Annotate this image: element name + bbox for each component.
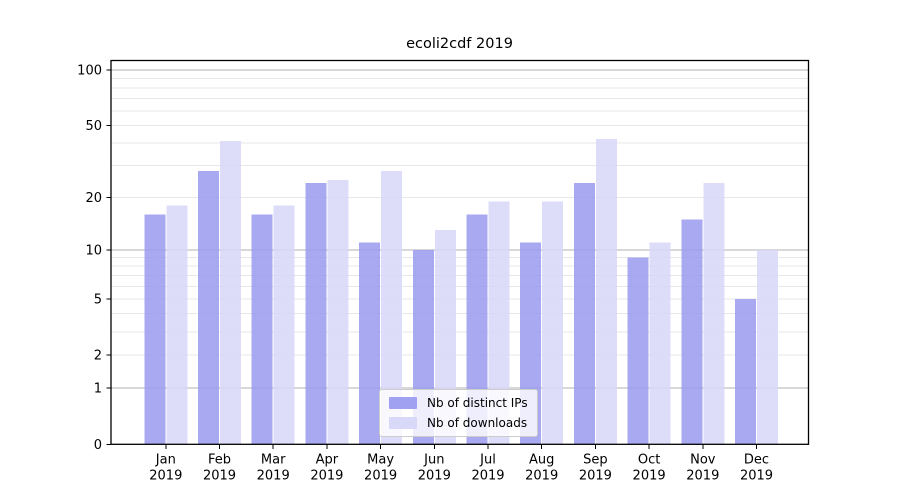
x-tick-label-year: 2019 bbox=[525, 468, 558, 483]
x-tick-label-year: 2019 bbox=[203, 468, 236, 483]
x-tick-label-year: 2019 bbox=[686, 468, 719, 483]
bar-dec-ips bbox=[735, 298, 756, 445]
bar-feb-ips bbox=[198, 171, 219, 445]
bar-dec-downloads bbox=[757, 249, 778, 445]
bar-apr-downloads bbox=[327, 179, 349, 445]
x-tick-label-year: 2019 bbox=[364, 468, 397, 483]
bar-sep-ips bbox=[573, 183, 595, 445]
y-tick-label: 0 bbox=[94, 438, 102, 453]
x-tick-label-month: Mar bbox=[261, 452, 286, 467]
x-tick-label-year: 2019 bbox=[740, 468, 773, 483]
x-tick-label-year: 2019 bbox=[418, 468, 451, 483]
x-tick-label-month: Jun bbox=[423, 452, 444, 467]
x-tick-label-year: 2019 bbox=[310, 468, 343, 483]
x-tick-label-month: Apr bbox=[316, 452, 339, 467]
legend: Nb of distinct IPs Nb of downloads bbox=[379, 389, 538, 437]
bar-jul-downloads bbox=[488, 201, 510, 445]
x-tick-label-month: May bbox=[367, 452, 394, 467]
x-tick-label-year: 2019 bbox=[633, 468, 666, 483]
x-tick-label-month: Nov bbox=[690, 452, 716, 467]
bar-jan-ips bbox=[144, 214, 166, 445]
x-tick-label-year: 2019 bbox=[149, 468, 182, 483]
x-tick-label-month: Oct bbox=[638, 452, 660, 467]
bar-jan-downloads bbox=[166, 205, 188, 445]
y-tick-label: 1 bbox=[94, 382, 102, 397]
bar-oct-ips bbox=[627, 257, 649, 445]
bar-sep-downloads bbox=[595, 139, 617, 445]
bar-mar-downloads bbox=[273, 205, 295, 445]
bar-mar-ips bbox=[251, 214, 273, 445]
bar-feb-downloads bbox=[220, 141, 241, 445]
legend-label-ips: Nb of distinct IPs bbox=[427, 396, 528, 410]
x-tick-label-month: Aug bbox=[529, 452, 554, 467]
x-tick-label-month: Sep bbox=[583, 452, 608, 467]
x-tick-label-month: Jul bbox=[479, 452, 496, 467]
chart-title: ecoli2cdf 2019 bbox=[406, 36, 513, 52]
x-tick-label-year: 2019 bbox=[257, 468, 290, 483]
bar-nov-ips bbox=[681, 219, 703, 445]
x-tick-label-year: 2019 bbox=[471, 468, 504, 483]
y-tick-label: 20 bbox=[85, 191, 102, 206]
y-tick-label: 50 bbox=[85, 119, 102, 134]
bar-nov-downloads bbox=[703, 183, 725, 445]
x-tick-label-month: Jan bbox=[155, 452, 176, 467]
y-tick-label: 5 bbox=[94, 292, 102, 307]
bar-aug-downloads bbox=[542, 201, 564, 445]
legend-label-downloads: Nb of downloads bbox=[427, 416, 528, 430]
y-tick-label: 100 bbox=[77, 63, 102, 78]
legend-item-distinct-ips: Nb of distinct IPs bbox=[389, 395, 528, 411]
y-tick-label: 2 bbox=[94, 349, 102, 364]
bar-jul-ips bbox=[466, 214, 488, 445]
bar-apr-ips bbox=[305, 183, 327, 445]
legend-item-downloads: Nb of downloads bbox=[389, 415, 528, 431]
plot-border bbox=[110, 59, 810, 445]
x-tick-label-year: 2019 bbox=[579, 468, 612, 483]
y-tick-label: 10 bbox=[85, 243, 102, 258]
legend-swatch-ips-icon bbox=[389, 397, 417, 409]
bar-oct-downloads bbox=[649, 242, 671, 445]
legend-swatch-downloads-icon bbox=[389, 417, 417, 429]
x-tick-label-month: Dec bbox=[744, 452, 769, 467]
x-tick-label-month: Feb bbox=[208, 452, 231, 467]
bar-may-ips bbox=[359, 242, 381, 445]
bar-may-downloads bbox=[381, 171, 403, 445]
